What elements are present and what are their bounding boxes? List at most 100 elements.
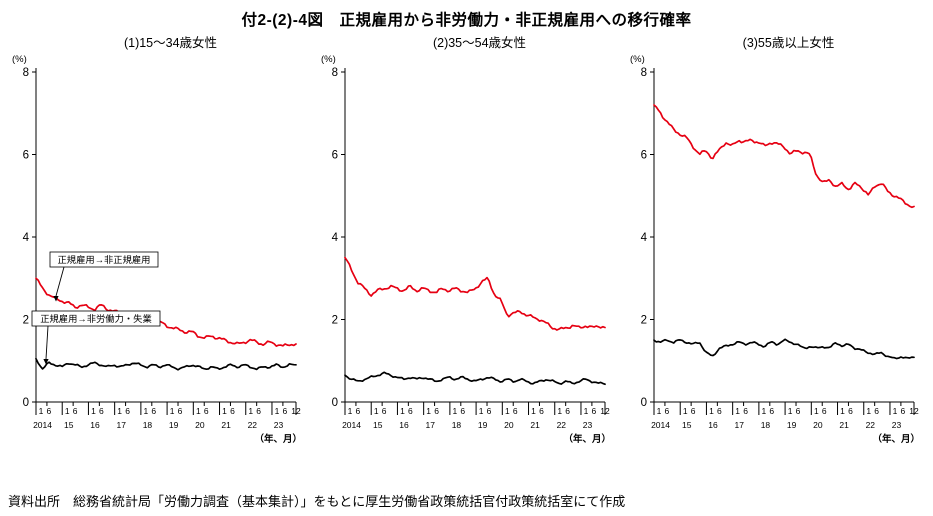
svg-text:6: 6 <box>125 406 130 416</box>
svg-text:6: 6 <box>487 406 492 416</box>
svg-text:18: 18 <box>452 420 462 430</box>
svg-text:15: 15 <box>373 420 383 430</box>
svg-text:23: 23 <box>274 420 284 430</box>
source-note: 資料出所 総務省統計局「労働力調査（基本集計）」をもとに厚生労働省政策統括官付政… <box>8 494 626 509</box>
svg-text:1: 1 <box>762 406 767 416</box>
svg-text:1: 1 <box>248 406 253 416</box>
svg-text:8: 8 <box>641 67 647 79</box>
svg-text:6: 6 <box>901 406 906 416</box>
svg-text:20: 20 <box>504 420 514 430</box>
svg-text:20: 20 <box>195 420 205 430</box>
svg-text:1: 1 <box>840 406 845 416</box>
panel-title: (1)15～34歳女性 <box>123 36 218 50</box>
svg-text:18: 18 <box>143 420 153 430</box>
svg-text:21: 21 <box>221 420 231 430</box>
chart-panel-2: (2)35～54歳女性 (%) 0 2 4 6 8 1 6 2014 1 6 15 1 6 16 1 6 17 1 6 1… <box>315 34 614 452</box>
svg-text:17: 17 <box>734 420 744 430</box>
svg-text:16: 16 <box>708 420 718 430</box>
svg-text:1: 1 <box>144 406 149 416</box>
svg-text:19: 19 <box>169 420 179 430</box>
svg-text:22: 22 <box>866 420 876 430</box>
svg-text:(%): (%) <box>12 54 27 65</box>
svg-text:1: 1 <box>735 406 740 416</box>
svg-text:1: 1 <box>374 406 379 416</box>
svg-text:(%): (%) <box>630 54 645 65</box>
svg-text:4: 4 <box>23 232 30 244</box>
svg-text:正規雇用→非正規雇用: 正規雇用→非正規雇用 <box>58 254 151 265</box>
svg-text:0: 0 <box>23 397 29 409</box>
svg-text:8: 8 <box>332 67 338 79</box>
svg-text:（年、月）: （年、月） <box>563 433 611 445</box>
chart-panel-1: (1)15～34歳女性 (%) 0 2 4 6 8 1 6 2014 1 6 15 1 6 16 1 6 17 1 6 1… <box>6 34 305 452</box>
svg-text:22: 22 <box>248 420 258 430</box>
svg-text:6: 6 <box>408 406 413 416</box>
svg-text:(%): (%) <box>321 54 336 65</box>
svg-text:23: 23 <box>583 420 593 430</box>
svg-text:6: 6 <box>717 406 722 416</box>
svg-text:6: 6 <box>283 406 288 416</box>
svg-text:17: 17 <box>116 420 126 430</box>
svg-text:2014: 2014 <box>33 420 52 430</box>
series-line-nonlabor <box>344 371 606 386</box>
svg-text:1: 1 <box>657 406 662 416</box>
svg-text:1: 1 <box>196 406 201 416</box>
svg-text:19: 19 <box>787 420 797 430</box>
series-line-nonregular <box>344 256 606 331</box>
svg-text:6: 6 <box>848 406 853 416</box>
svg-text:2014: 2014 <box>342 420 361 430</box>
svg-text:正規雇用→非労働力・失業: 正規雇用→非労働力・失業 <box>40 313 152 324</box>
figure-title: 付2-(2)-4図 正規雇用から非労働力・非正規雇用への移行確率 <box>241 12 692 29</box>
series-annotation: 正規雇用→非労働力・失業 <box>31 310 161 365</box>
svg-text:1: 1 <box>275 406 280 416</box>
svg-text:1: 1 <box>709 406 714 416</box>
svg-text:6: 6 <box>565 406 570 416</box>
series-line-nonlabor <box>653 338 915 360</box>
svg-text:1: 1 <box>531 406 536 416</box>
svg-text:12: 12 <box>909 406 919 416</box>
svg-text:6: 6 <box>874 406 879 416</box>
svg-text:1: 1 <box>400 406 405 416</box>
svg-text:6: 6 <box>513 406 518 416</box>
svg-text:1: 1 <box>866 406 871 416</box>
svg-text:12: 12 <box>600 406 610 416</box>
svg-text:12: 12 <box>291 406 301 416</box>
svg-text:0: 0 <box>332 397 338 409</box>
panel-title: (3)55歳以上女性 <box>742 36 835 50</box>
svg-text:1: 1 <box>557 406 562 416</box>
svg-text:2014: 2014 <box>651 420 670 430</box>
svg-text:16: 16 <box>90 420 100 430</box>
svg-text:18: 18 <box>761 420 771 430</box>
svg-text:4: 4 <box>332 232 339 244</box>
svg-text:1: 1 <box>505 406 510 416</box>
svg-text:1: 1 <box>117 406 122 416</box>
svg-text:6: 6 <box>460 406 465 416</box>
svg-text:6: 6 <box>822 406 827 416</box>
svg-text:6: 6 <box>691 406 696 416</box>
svg-text:1: 1 <box>65 406 70 416</box>
svg-text:15: 15 <box>64 420 74 430</box>
svg-text:17: 17 <box>425 420 435 430</box>
svg-text:6: 6 <box>73 406 78 416</box>
svg-text:2: 2 <box>641 315 647 327</box>
svg-text:6: 6 <box>23 150 29 162</box>
svg-text:6: 6 <box>356 406 361 416</box>
svg-text:6: 6 <box>256 406 261 416</box>
series-annotation: 正規雇用→非正規雇用 <box>49 251 159 302</box>
svg-text:21: 21 <box>839 420 849 430</box>
panel-title: (2)35～54歳女性 <box>432 36 527 50</box>
svg-text:4: 4 <box>641 232 648 244</box>
svg-text:1: 1 <box>683 406 688 416</box>
svg-text:（年、月）: （年、月） <box>254 433 302 445</box>
svg-text:（年、月）: （年、月） <box>872 433 920 445</box>
svg-text:1: 1 <box>170 406 175 416</box>
series-line-nonlabor <box>35 357 297 371</box>
svg-text:23: 23 <box>892 420 902 430</box>
svg-text:8: 8 <box>23 67 29 79</box>
svg-text:6: 6 <box>641 150 647 162</box>
svg-text:1: 1 <box>814 406 819 416</box>
svg-text:6: 6 <box>434 406 439 416</box>
svg-text:20: 20 <box>813 420 823 430</box>
svg-text:1: 1 <box>348 406 353 416</box>
